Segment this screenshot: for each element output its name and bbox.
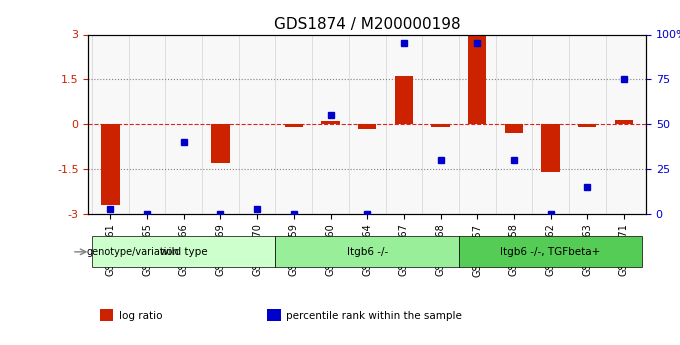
Text: Itgb6 -/-: Itgb6 -/-: [347, 247, 388, 257]
Bar: [211, 124, 230, 163]
Text: percentile rank within the sample: percentile rank within the sample: [286, 311, 462, 321]
Text: Itgb6 -/-, TGFbeta+: Itgb6 -/-, TGFbeta+: [500, 247, 600, 257]
Text: genotype/variation: genotype/variation: [86, 247, 180, 257]
Bar: [322, 121, 340, 124]
Bar: [394, 76, 413, 124]
Bar: [285, 124, 303, 127]
Bar: [505, 124, 523, 133]
Bar: [358, 124, 376, 129]
Bar: [431, 124, 449, 127]
FancyBboxPatch shape: [275, 236, 459, 267]
Bar: [615, 120, 633, 124]
Bar: [468, 34, 486, 124]
Bar: [541, 124, 560, 172]
Bar: [101, 124, 120, 205]
FancyBboxPatch shape: [92, 236, 275, 267]
Bar: [578, 124, 596, 127]
Title: GDS1874 / M200000198: GDS1874 / M200000198: [274, 17, 460, 32]
FancyBboxPatch shape: [459, 236, 643, 267]
Text: wild type: wild type: [160, 247, 207, 257]
Bar: [267, 309, 281, 321]
Text: log ratio: log ratio: [119, 311, 163, 321]
Bar: [99, 309, 114, 321]
